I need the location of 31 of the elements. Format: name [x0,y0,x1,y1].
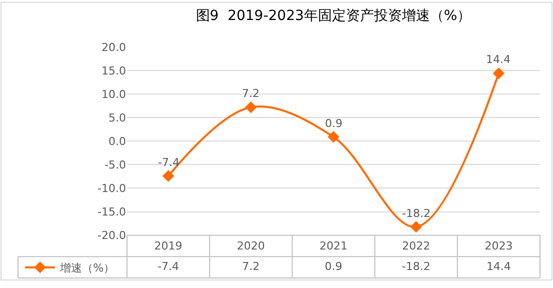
point [162,170,174,182]
x-tick-label: 2022 [402,239,430,252]
point [410,220,422,233]
annotation: 0.9 [325,117,342,130]
annotation: 7.2 [242,87,260,100]
y-tick-label: -15.0 [98,206,126,219]
data-label: 7.2 [242,260,260,274]
data-label: 14.4 [486,260,511,274]
x-tick-label: 2023 [484,239,513,252]
annotation: 14.4 [486,53,510,66]
y-tick-label: 10.0 [102,88,126,101]
legend-label: 增速（%） [59,262,115,275]
point [328,131,340,143]
annotation: -18.2 [402,207,430,220]
data-label: -7.4 [158,260,180,274]
y-tick-label: 0.0 [108,135,126,148]
y-tick-label: 15.0 [102,64,126,78]
x-tick-label: 2019 [154,239,182,252]
point [245,101,257,114]
data-label: 0.9 [324,260,342,274]
y-tick-label: -10.0 [98,182,126,196]
chart-title: 图9 2019-2023年固定资产投资增速（%） [196,8,472,24]
y-tick-label: -20.0 [98,229,126,242]
annotation: -7.4 [158,156,180,169]
y-tick-label: -5.0 [104,158,126,172]
point [492,68,505,80]
y-tick-label: 20.0 [102,40,126,54]
y-tick-label: 5.0 [108,111,126,124]
x-tick-label: 2021 [320,239,348,252]
data-label: -18.2 [402,260,430,274]
x-tick-label: 2020 [236,239,265,252]
